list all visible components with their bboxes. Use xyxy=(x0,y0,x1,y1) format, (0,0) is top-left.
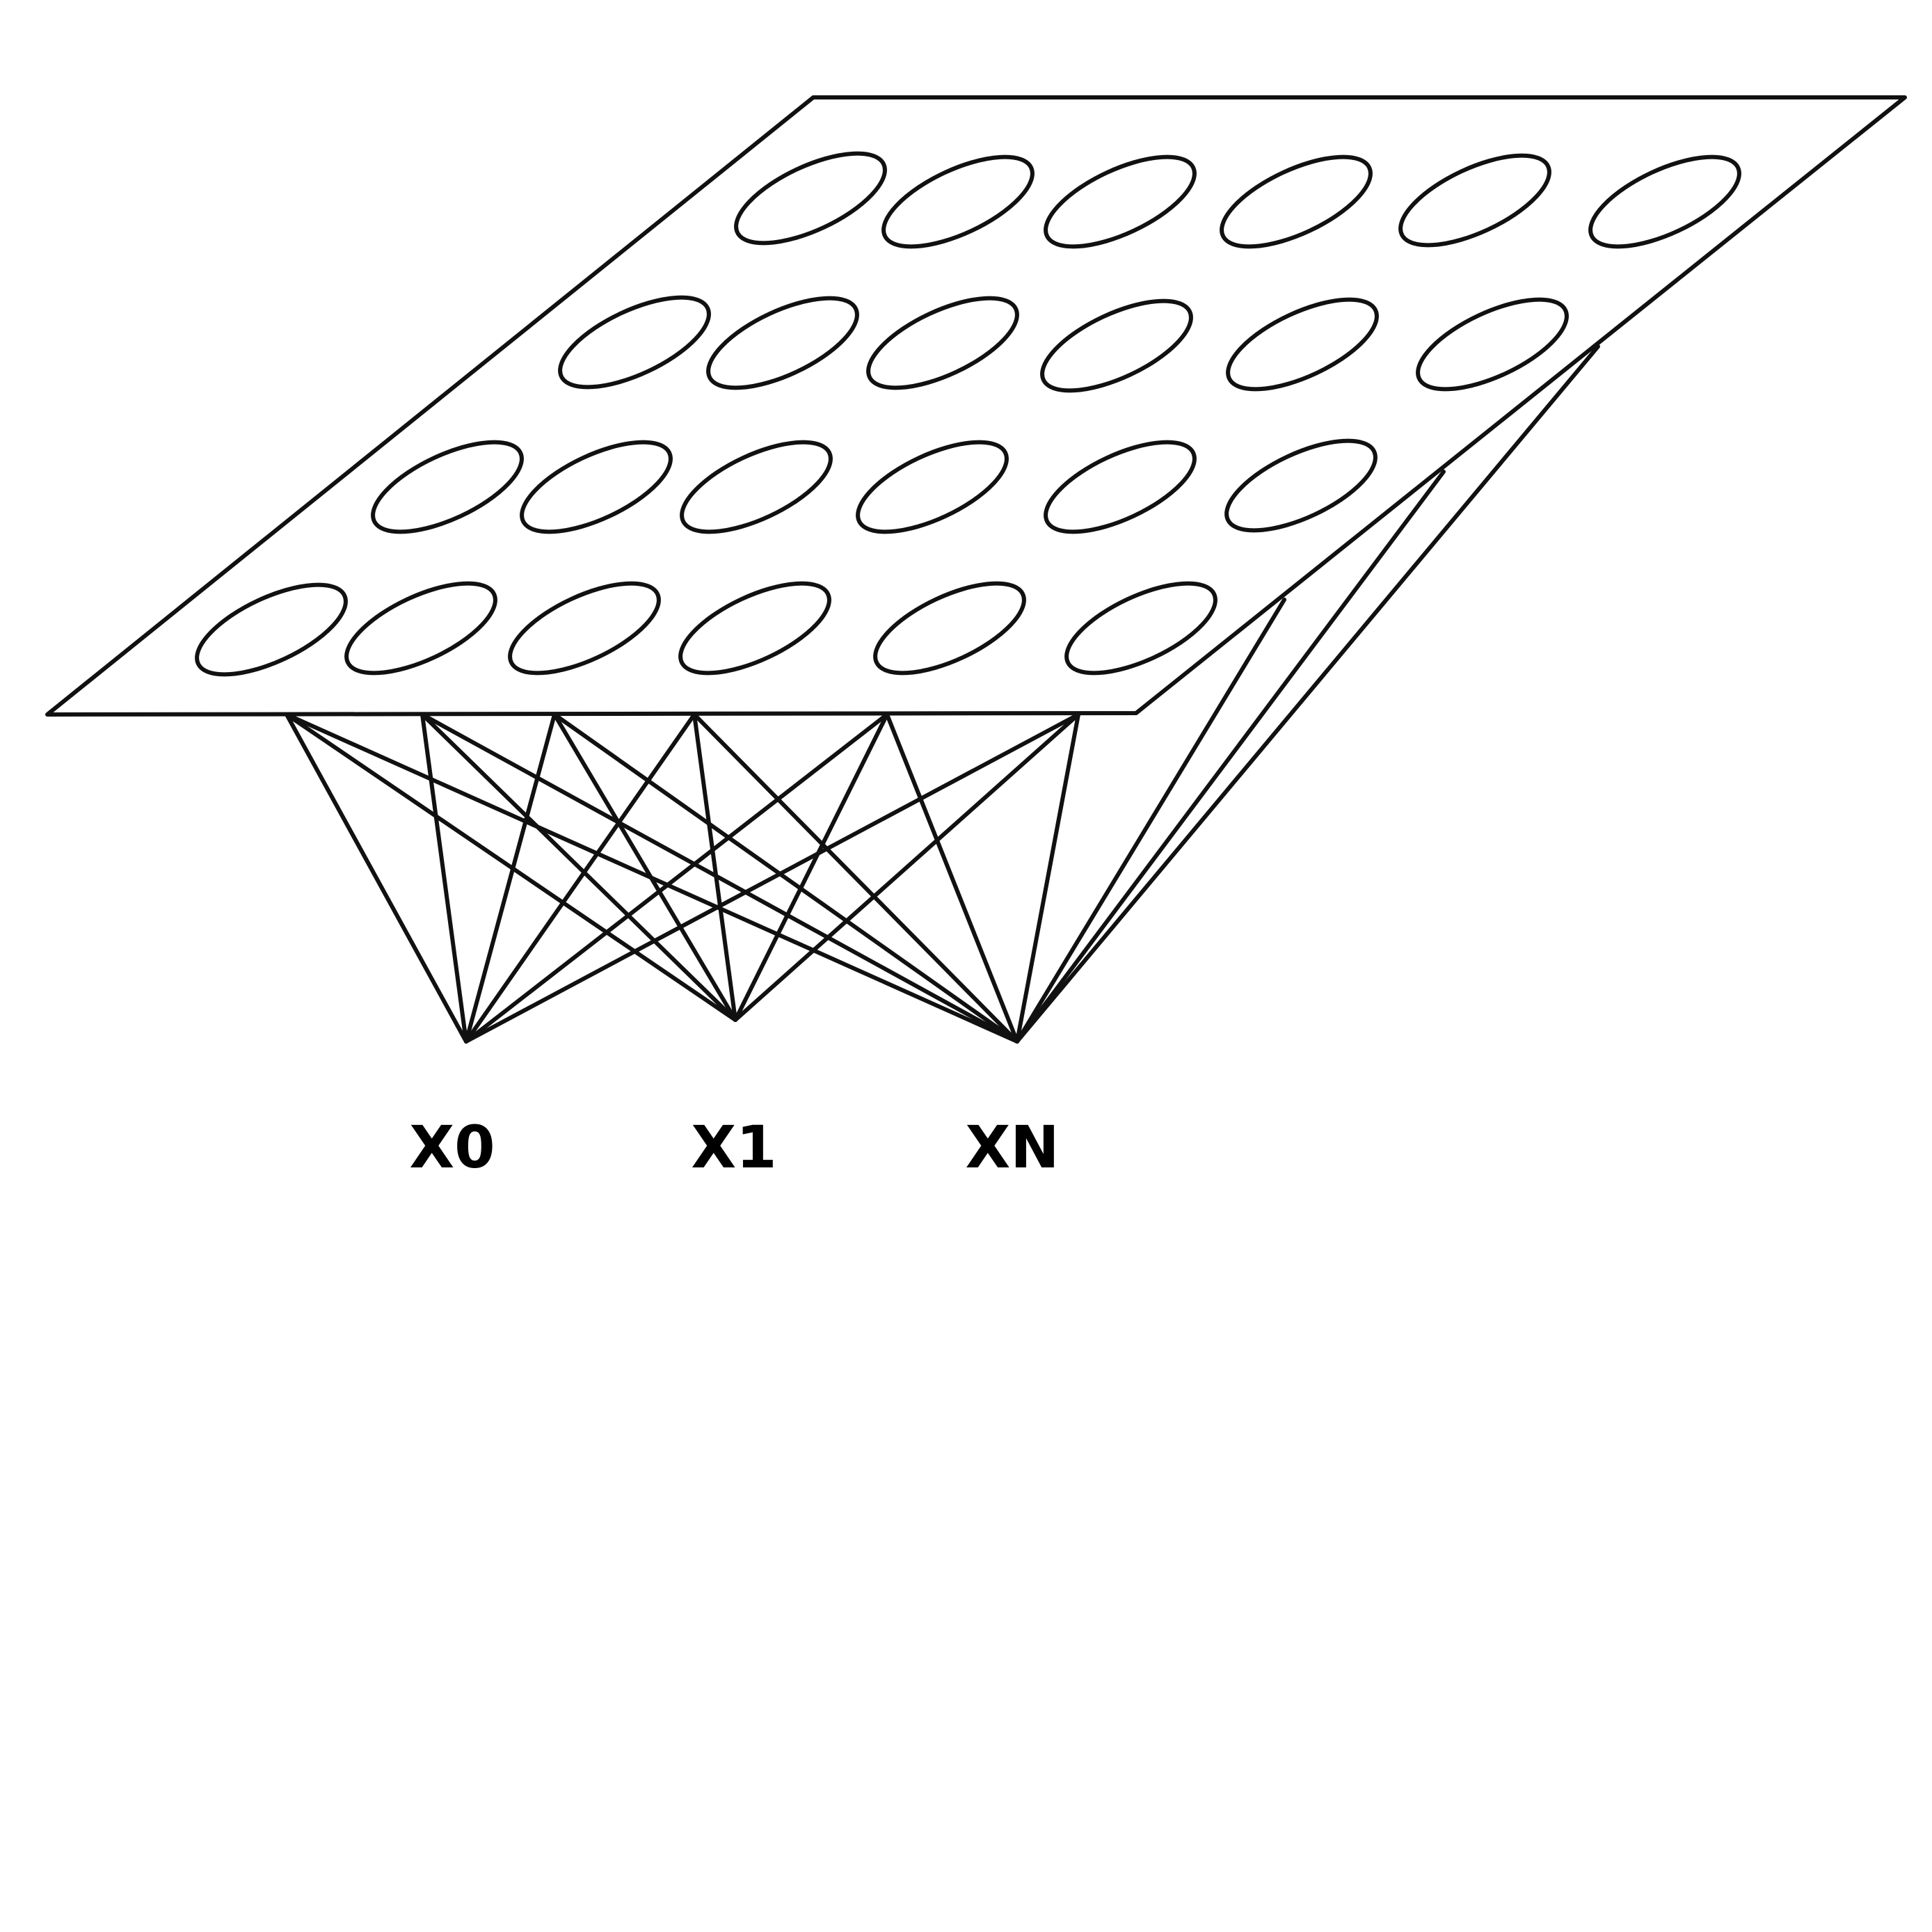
input-neuron-r2-c3 xyxy=(866,296,1019,390)
input-neuron-r2-c6 xyxy=(1416,297,1569,392)
input-neuron-r2-c4 xyxy=(1040,298,1193,393)
connection-bottom3-to-xn xyxy=(552,712,1019,1044)
output-node-label-x0: X0 xyxy=(409,1113,495,1181)
connection-bottom6-to-x0 xyxy=(464,712,1080,1044)
connection-bottom5-to-x0 xyxy=(464,712,889,1044)
input-neuron-r2-c1 xyxy=(558,295,711,390)
input-layer-plane xyxy=(45,95,1907,717)
input-neuron-r4-c2 xyxy=(344,581,497,676)
connection-bottom3-to-x1 xyxy=(552,712,737,1022)
connection-edge1-to-xn xyxy=(1015,598,1286,1044)
input-neuron-r3-c1 xyxy=(371,440,524,534)
connection-bottom4-to-x1 xyxy=(692,712,737,1022)
connection-edge3-to-xn xyxy=(1015,344,1600,1044)
input-neuron-r4-c4 xyxy=(678,581,831,676)
connection-bottom6-to-xn xyxy=(1015,712,1080,1044)
connection-bottom4-to-x0 xyxy=(464,712,696,1044)
input-neuron-r3-c2 xyxy=(520,440,673,534)
input-neuron-r1-c3 xyxy=(1044,154,1197,249)
connection-lines xyxy=(285,344,1600,1044)
connection-bottom3-to-x0 xyxy=(464,712,557,1044)
output-node-label-xn: XN xyxy=(965,1113,1059,1181)
connection-bottom6-to-x1 xyxy=(733,712,1080,1022)
input-neuron-r1-c2 xyxy=(881,154,1035,249)
input-neuron-r1-c5 xyxy=(1398,153,1551,248)
connection-bottom5-to-xn xyxy=(885,712,1019,1044)
connection-bottom1-to-x0 xyxy=(285,712,468,1044)
input-neuron-r3-c5 xyxy=(1044,440,1197,534)
input-neuron-r1-c6 xyxy=(1588,154,1741,249)
connection-bottom4-to-xn xyxy=(692,712,1019,1044)
input-neuron-r4-c3 xyxy=(508,581,661,676)
input-neuron-r2-c5 xyxy=(1226,297,1379,392)
connection-bottom2-to-x0 xyxy=(420,712,468,1044)
input-neuron-r3-c4 xyxy=(856,440,1009,534)
input-neuron-r2-c2 xyxy=(706,296,859,390)
connection-bottom2-to-xn xyxy=(420,712,1019,1044)
connection-bottom1-to-x1 xyxy=(285,712,737,1022)
input-neuron-r1-c1 xyxy=(734,151,887,246)
input-neuron-r3-c3 xyxy=(680,440,833,534)
input-neuron-grid xyxy=(195,151,1741,677)
input-neuron-r4-c6 xyxy=(1064,581,1218,676)
input-neuron-r4-c1 xyxy=(195,582,348,677)
connection-bottom5-to-x1 xyxy=(733,712,889,1022)
input-neuron-r1-c4 xyxy=(1220,154,1373,249)
connection-edge2-to-xn xyxy=(1015,470,1446,1044)
connection-bottom2-to-x1 xyxy=(420,712,737,1022)
input-neuron-r3-c6 xyxy=(1224,438,1378,533)
output-node-label-x1: X1 xyxy=(691,1113,776,1181)
input-neuron-r4-c5 xyxy=(873,581,1026,676)
